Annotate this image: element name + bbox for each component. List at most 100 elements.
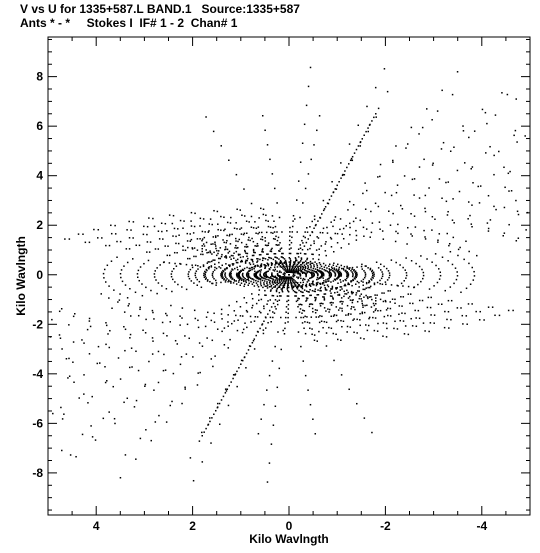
- uv-point: [156, 267, 158, 269]
- uv-point: [453, 146, 455, 148]
- uv-point: [418, 133, 420, 135]
- uv-point: [289, 252, 292, 255]
- uv-point: [504, 186, 506, 189]
- uv-point: [381, 292, 383, 294]
- uv-point: [396, 184, 399, 186]
- uv-point: [301, 295, 304, 297]
- uv-point: [515, 199, 517, 202]
- uv-point: [263, 403, 265, 406]
- uv-point: [215, 284, 217, 286]
- uv-point: [349, 233, 351, 236]
- uv-point: [306, 321, 309, 324]
- uv-point: [266, 389, 268, 391]
- uv-point: [246, 259, 248, 262]
- uv-point: [381, 283, 384, 286]
- uv-point: [328, 274, 331, 276]
- uv-point: [105, 322, 107, 324]
- uv-point: [258, 231, 261, 234]
- uv-point: [235, 300, 238, 303]
- uv-point: [339, 273, 341, 276]
- uv-point: [226, 278, 228, 280]
- uv-point: [195, 255, 197, 258]
- uv-point: [341, 303, 343, 305]
- uv-point: [288, 268, 291, 271]
- uv-point: [255, 271, 257, 274]
- uv-point: [280, 266, 283, 269]
- uv-point: [414, 309, 416, 312]
- uv-point: [196, 278, 198, 281]
- uv-point: [308, 305, 311, 308]
- uv-point: [380, 269, 382, 271]
- uv-point: [68, 324, 70, 326]
- uv-point: [314, 268, 317, 270]
- uv-point: [339, 279, 342, 281]
- uv-point: [73, 381, 75, 383]
- uv-point: [241, 260, 244, 263]
- uv-point: [310, 269, 312, 271]
- uv-point: [324, 269, 327, 272]
- uv-point: [246, 275, 248, 277]
- uv-point: [138, 244, 141, 247]
- uv-point: [337, 319, 339, 322]
- uv-point: [271, 173, 274, 175]
- uv-point: [253, 273, 255, 276]
- uv-point: [376, 281, 379, 284]
- uv-point: [322, 209, 325, 212]
- uv-point: [81, 339, 83, 341]
- uv-point: [259, 327, 261, 330]
- uv-point: [317, 316, 320, 318]
- uv-point: [249, 269, 252, 272]
- uv-point: [212, 259, 214, 261]
- uv-point: [335, 188, 338, 190]
- uv-point: [377, 176, 379, 178]
- uv-point: [212, 365, 214, 368]
- uv-point: [438, 278, 441, 280]
- uv-point: [287, 268, 289, 271]
- uv-point: [205, 316, 208, 318]
- uv-point: [189, 240, 192, 242]
- uv-point: [315, 297, 317, 299]
- uv-point: [395, 261, 397, 264]
- uv-point: [269, 266, 272, 269]
- uv-point: [293, 263, 295, 266]
- uv-point: [270, 257, 273, 260]
- uv-point: [415, 262, 417, 265]
- uv-point: [274, 253, 277, 255]
- uv-point: [291, 288, 294, 290]
- uv-point: [285, 263, 288, 266]
- uv-point: [223, 279, 225, 281]
- uv-point: [199, 266, 202, 268]
- uv-point: [332, 332, 335, 335]
- visibility-points: [49, 66, 529, 483]
- uv-point: [454, 267, 457, 269]
- uv-point: [309, 288, 311, 291]
- uv-point: [200, 286, 203, 289]
- uv-point: [264, 258, 267, 260]
- uv-point: [326, 232, 329, 234]
- uv-point: [137, 369, 140, 372]
- uv-point: [197, 268, 199, 270]
- uv-point: [278, 250, 280, 252]
- uv-point: [301, 239, 303, 242]
- uv-point: [174, 339, 177, 342]
- uv-point: [320, 245, 323, 247]
- uv-point: [164, 312, 167, 315]
- uv-point: [252, 249, 255, 252]
- uv-point: [225, 390, 228, 392]
- uv-point: [323, 296, 325, 298]
- uv-point: [304, 315, 306, 318]
- uv-point: [253, 279, 255, 281]
- uv-point: [275, 262, 278, 265]
- uv-point: [285, 271, 288, 274]
- uv-point: [221, 272, 224, 274]
- uv-point: [436, 281, 439, 284]
- uv-point: [297, 331, 300, 333]
- uv-point: [292, 214, 295, 217]
- uv-point: [128, 237, 131, 239]
- uv-point: [301, 291, 303, 293]
- uv-point: [228, 384, 230, 387]
- uv-point: [306, 231, 309, 233]
- uv-point: [89, 325, 92, 328]
- uv-point: [289, 258, 291, 260]
- uv-point: [405, 277, 407, 279]
